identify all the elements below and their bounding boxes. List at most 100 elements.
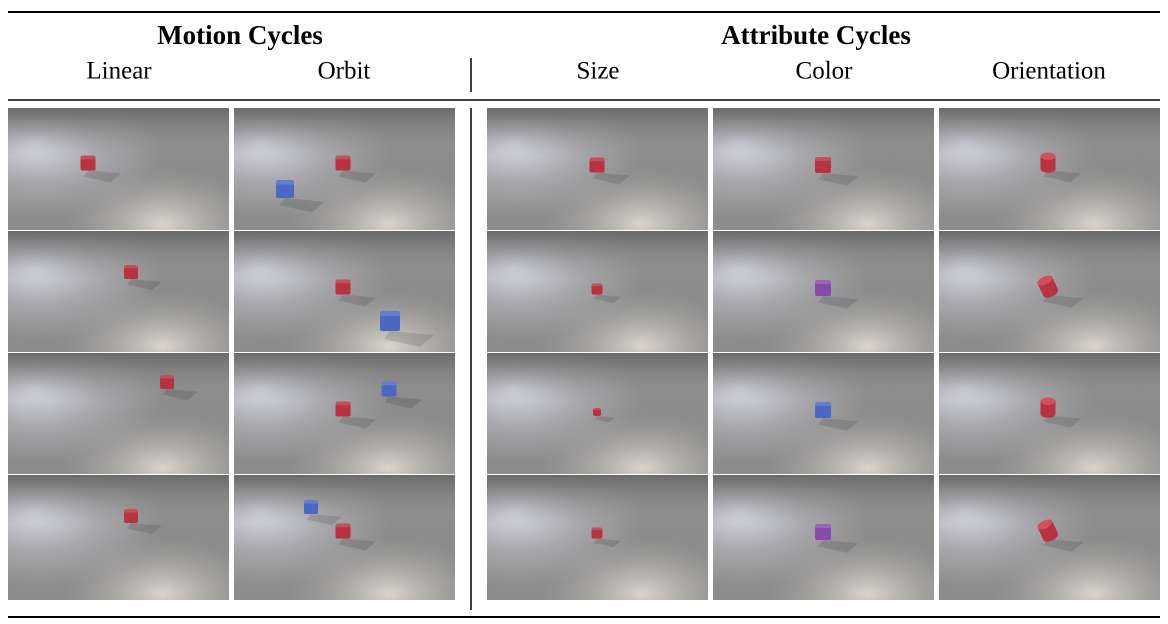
object xyxy=(591,527,603,539)
object-top xyxy=(1040,397,1056,405)
object xyxy=(380,311,400,331)
object-highlight xyxy=(815,157,831,161)
image-cell xyxy=(713,108,934,230)
image-cell xyxy=(234,108,455,230)
object xyxy=(591,283,603,295)
object xyxy=(304,500,318,514)
object-highlight xyxy=(815,280,831,284)
shadow xyxy=(384,331,434,347)
object-highlight xyxy=(160,375,174,379)
object xyxy=(815,402,831,418)
object-highlight xyxy=(815,524,831,528)
object-highlight xyxy=(335,279,351,284)
shadow xyxy=(306,514,342,526)
image-cell xyxy=(8,475,229,600)
object-highlight xyxy=(335,523,351,528)
shadow xyxy=(818,418,859,431)
object xyxy=(124,265,138,279)
shadow xyxy=(592,172,630,185)
image-cell xyxy=(8,353,229,474)
object-highlight xyxy=(276,180,294,185)
image-cell xyxy=(939,108,1160,230)
shadow xyxy=(162,389,198,401)
object-highlight xyxy=(380,311,400,316)
group-header: Motion Cycles xyxy=(157,20,323,50)
image-cell xyxy=(487,353,708,474)
object-highlight xyxy=(815,402,831,406)
object-highlight xyxy=(591,527,603,531)
object xyxy=(815,524,831,540)
shadow xyxy=(594,416,615,423)
object-highlight xyxy=(381,381,397,386)
object xyxy=(160,375,174,389)
column-header: Orbit xyxy=(318,58,371,85)
object-highlight xyxy=(124,265,138,269)
object-highlight xyxy=(589,157,605,162)
image-cell xyxy=(939,231,1160,352)
shadow xyxy=(338,294,376,307)
image-shade xyxy=(8,231,229,352)
shadow xyxy=(593,294,622,304)
shadow xyxy=(279,198,325,213)
object-highlight xyxy=(593,408,601,410)
image-cell xyxy=(713,353,934,474)
object xyxy=(335,523,351,539)
shadow xyxy=(593,538,622,548)
shadow xyxy=(818,540,859,553)
image-cell xyxy=(8,108,229,230)
shadow xyxy=(384,396,422,409)
object-top xyxy=(1037,519,1053,530)
image-cell xyxy=(234,353,455,474)
object xyxy=(335,155,351,171)
object-highlight xyxy=(124,509,138,513)
image-cell xyxy=(939,475,1160,600)
group-header: Attribute Cycles xyxy=(721,20,911,50)
object xyxy=(815,280,831,296)
column-header: Size xyxy=(576,58,619,85)
image-cell xyxy=(487,475,708,600)
image-cell xyxy=(713,231,934,352)
image-cell xyxy=(487,231,708,352)
image-cell xyxy=(939,353,1160,474)
object-highlight xyxy=(335,401,351,406)
shadow xyxy=(818,296,859,309)
shadow xyxy=(1043,539,1084,552)
object-highlight xyxy=(335,155,351,160)
object xyxy=(124,509,138,523)
shadow xyxy=(126,279,162,291)
shadow xyxy=(1043,295,1084,308)
object xyxy=(335,279,351,295)
shadow xyxy=(83,170,121,183)
object-top xyxy=(1040,152,1056,160)
shadow xyxy=(1043,170,1081,183)
image-cell xyxy=(713,475,934,600)
object xyxy=(381,381,397,397)
object xyxy=(593,408,601,416)
column-header: Linear xyxy=(86,58,152,85)
image-grid xyxy=(8,108,1160,600)
column-header: Orientation xyxy=(992,58,1106,85)
object xyxy=(815,157,831,173)
image-shade xyxy=(8,108,229,230)
object xyxy=(276,180,294,198)
image-cell xyxy=(234,475,455,600)
object xyxy=(335,401,351,417)
image-shade xyxy=(8,353,229,474)
object-highlight xyxy=(80,155,96,160)
image-shade xyxy=(8,475,229,600)
object xyxy=(80,155,96,171)
shadow xyxy=(1043,415,1081,428)
object-highlight xyxy=(304,500,318,504)
shadow xyxy=(126,523,162,535)
column-header: Color xyxy=(796,58,854,85)
shadow xyxy=(818,173,859,186)
object-top xyxy=(1037,275,1053,286)
image-cell xyxy=(487,108,708,230)
shadow xyxy=(338,170,376,183)
shadow xyxy=(338,416,376,429)
object-highlight xyxy=(591,283,603,287)
shadow xyxy=(338,538,376,551)
image-cell xyxy=(234,231,455,352)
image-cell xyxy=(8,231,229,352)
